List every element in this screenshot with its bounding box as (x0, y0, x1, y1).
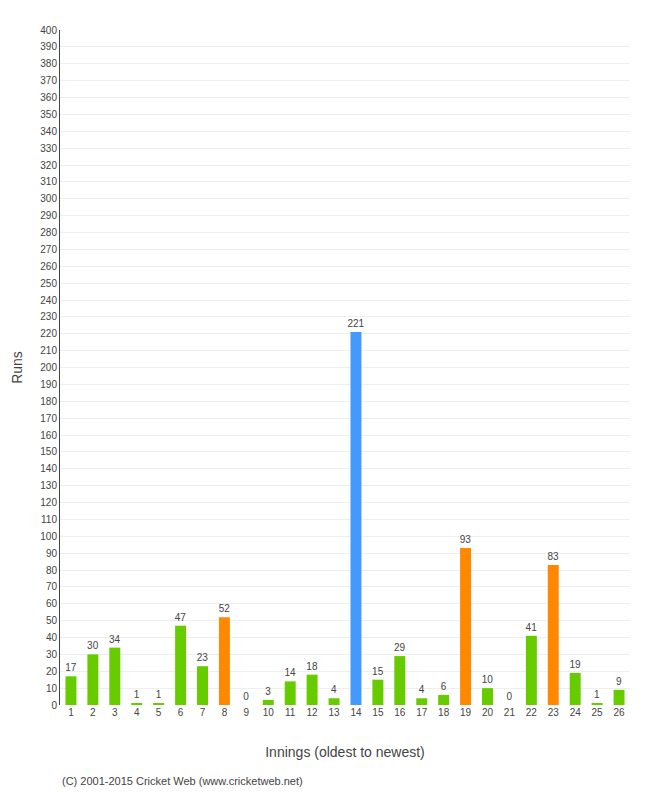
svg-text:6: 6 (441, 681, 447, 692)
svg-text:52: 52 (219, 603, 231, 614)
svg-text:400: 400 (40, 25, 57, 36)
svg-text:19: 19 (460, 707, 472, 718)
svg-text:34: 34 (109, 634, 121, 645)
svg-text:23: 23 (548, 707, 560, 718)
svg-text:21: 21 (504, 707, 516, 718)
svg-text:22: 22 (526, 707, 538, 718)
svg-text:8: 8 (222, 707, 228, 718)
svg-text:6: 6 (178, 707, 184, 718)
svg-text:150: 150 (40, 446, 57, 457)
svg-text:4: 4 (331, 684, 337, 695)
svg-text:Innings (oldest to newest): Innings (oldest to newest) (265, 744, 425, 760)
svg-text:93: 93 (460, 534, 472, 545)
svg-text:10: 10 (263, 707, 275, 718)
svg-text:23: 23 (197, 652, 209, 663)
svg-text:90: 90 (46, 548, 58, 559)
svg-text:14: 14 (350, 707, 362, 718)
svg-text:1: 1 (594, 689, 600, 700)
svg-text:340: 340 (40, 126, 57, 137)
svg-text:221: 221 (347, 318, 364, 329)
svg-text:100: 100 (40, 531, 57, 542)
svg-text:110: 110 (41, 514, 57, 525)
svg-text:20: 20 (482, 707, 494, 718)
svg-text:70: 70 (46, 581, 58, 592)
svg-text:230: 230 (40, 311, 57, 322)
svg-text:24: 24 (570, 707, 582, 718)
svg-text:290: 290 (40, 210, 57, 221)
svg-text:360: 360 (40, 92, 57, 103)
svg-text:0: 0 (506, 691, 512, 702)
svg-text:120: 120 (40, 497, 57, 508)
svg-text:15: 15 (372, 666, 384, 677)
svg-text:30: 30 (87, 640, 99, 651)
svg-text:25: 25 (592, 707, 604, 718)
svg-text:15: 15 (372, 707, 384, 718)
svg-text:240: 240 (40, 295, 57, 306)
svg-text:170: 170 (40, 413, 57, 424)
svg-text:1: 1 (68, 707, 74, 718)
svg-text:1: 1 (156, 689, 162, 700)
svg-text:18: 18 (306, 661, 318, 672)
svg-text:180: 180 (40, 396, 57, 407)
svg-text:220: 220 (40, 328, 57, 339)
svg-text:50: 50 (46, 615, 58, 626)
svg-text:350: 350 (40, 109, 57, 120)
svg-text:0: 0 (243, 691, 249, 702)
svg-text:1: 1 (134, 689, 140, 700)
svg-text:160: 160 (40, 430, 57, 441)
svg-text:16: 16 (394, 707, 406, 718)
svg-text:200: 200 (40, 362, 57, 373)
svg-text:18: 18 (438, 707, 450, 718)
svg-text:260: 260 (40, 261, 57, 272)
svg-text:29: 29 (394, 642, 406, 653)
svg-text:310: 310 (40, 176, 57, 187)
svg-text:4: 4 (419, 684, 425, 695)
svg-text:9: 9 (616, 676, 622, 687)
svg-text:80: 80 (46, 565, 58, 576)
svg-text:140: 140 (40, 463, 57, 474)
svg-text:20: 20 (46, 666, 58, 677)
svg-text:370: 370 (40, 75, 57, 86)
svg-text:0: 0 (51, 700, 57, 711)
svg-text:9: 9 (244, 707, 250, 718)
svg-text:130: 130 (40, 480, 57, 491)
svg-text:12: 12 (307, 707, 319, 718)
svg-text:3: 3 (112, 707, 118, 718)
svg-text:14: 14 (284, 667, 296, 678)
svg-text:41: 41 (526, 622, 538, 633)
svg-text:300: 300 (40, 193, 57, 204)
svg-text:7: 7 (200, 707, 206, 718)
svg-text:380: 380 (40, 58, 57, 69)
svg-text:40: 40 (46, 632, 58, 643)
svg-text:250: 250 (40, 278, 57, 289)
svg-text:Runs: Runs (9, 351, 25, 384)
svg-text:390: 390 (40, 41, 57, 52)
svg-text:13: 13 (328, 707, 340, 718)
svg-text:10: 10 (482, 674, 494, 685)
svg-text:17: 17 (416, 707, 428, 718)
svg-text:2: 2 (90, 707, 96, 718)
svg-text:60: 60 (46, 598, 58, 609)
svg-text:270: 270 (40, 244, 57, 255)
svg-text:190: 190 (40, 379, 57, 390)
svg-text:280: 280 (40, 227, 57, 238)
svg-text:320: 320 (40, 160, 57, 171)
svg-text:210: 210 (40, 345, 57, 356)
svg-text:83: 83 (547, 551, 559, 562)
svg-text:19: 19 (569, 659, 581, 670)
svg-text:3: 3 (265, 686, 271, 697)
svg-text:5: 5 (156, 707, 162, 718)
svg-text:47: 47 (175, 612, 187, 623)
svg-text:26: 26 (613, 707, 625, 718)
svg-text:330: 330 (40, 143, 57, 154)
svg-text:11: 11 (285, 707, 296, 718)
svg-text:30: 30 (46, 649, 58, 660)
svg-text:4: 4 (134, 707, 140, 718)
svg-text:(C) 2001-2015 Cricket Web (www: (C) 2001-2015 Cricket Web (www.cricketwe… (62, 775, 303, 787)
svg-text:10: 10 (46, 683, 58, 694)
svg-text:17: 17 (65, 662, 77, 673)
